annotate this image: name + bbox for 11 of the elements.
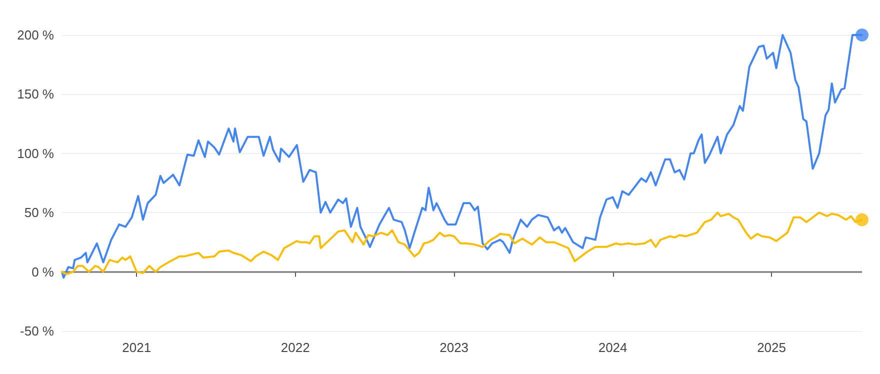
y-tick-label: 150 % (17, 86, 54, 102)
y-tick-label: 200 % (17, 28, 54, 42)
y-tick-label: -50 % (20, 324, 54, 338)
y-tick-label: 0 % (32, 264, 54, 280)
x-tick-label: 2024 (598, 340, 628, 355)
x-tick-label: 2025 (757, 340, 786, 355)
y-tick-label: 50 % (24, 205, 54, 220)
y-tick-label: 100 % (17, 146, 54, 161)
x-tick-label: 2022 (280, 340, 310, 355)
x-tick-label: 2023 (440, 340, 469, 355)
x-tick-label: 2021 (122, 340, 152, 355)
